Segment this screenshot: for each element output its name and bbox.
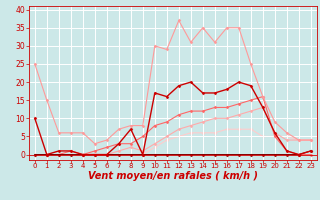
X-axis label: Vent moyen/en rafales ( km/h ): Vent moyen/en rafales ( km/h ) <box>88 171 258 181</box>
